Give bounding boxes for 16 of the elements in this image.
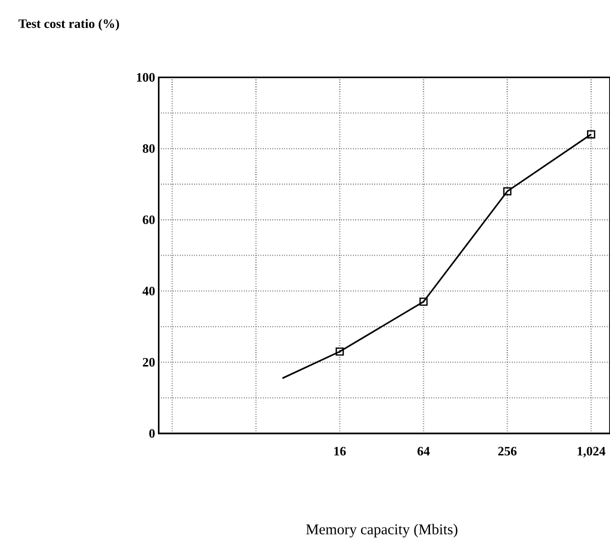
y-tick-label: 0 — [149, 428, 155, 438]
y-tick-label: 100 — [136, 72, 155, 82]
y-axis-title: Test cost ratio (%) — [18, 18, 119, 30]
point — [336, 347, 344, 356]
y-tick-label: 80 — [142, 144, 155, 153]
point — [586, 130, 596, 138]
y-tick-label: 40 — [142, 286, 155, 296]
y-tick-label: 20 — [142, 358, 155, 366]
y-tick-label: 60 — [142, 215, 155, 224]
point — [503, 186, 512, 196]
x-tick-label: 16 — [334, 446, 346, 456]
point — [419, 297, 428, 306]
x-axis-title: Memory capacity (Mbits) — [306, 524, 458, 538]
x-tick-label: 1,024 — [578, 446, 606, 458]
x-tick-label: 256 — [498, 446, 517, 456]
x-tick-label: 64 — [418, 446, 430, 456]
